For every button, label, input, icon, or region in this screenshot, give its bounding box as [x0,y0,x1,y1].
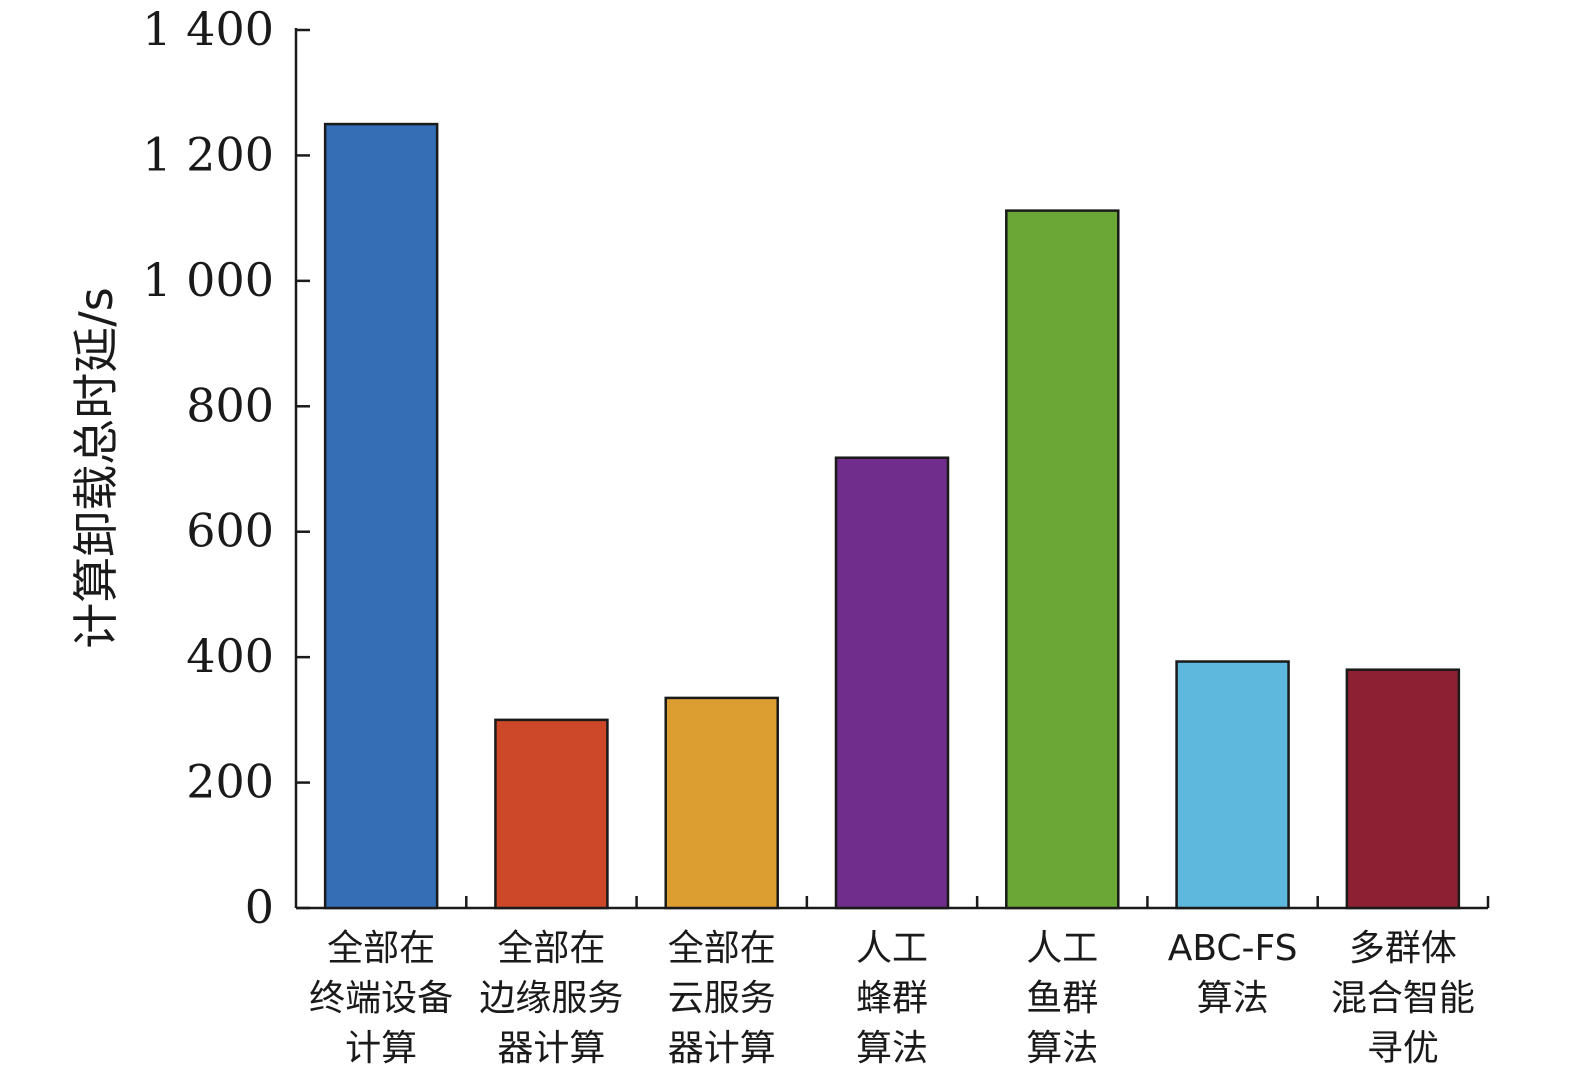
y-tick-label: 0 [245,880,274,934]
y-tick-label: 1 000 [142,253,274,307]
y-tick-label: 600 [186,504,274,558]
category-label: 边缘服务 [479,978,623,1019]
bar-1 [494,718,609,910]
category-label: 算法 [1026,1028,1098,1069]
category-label: 云服务 [668,978,776,1019]
category-label: 全部在 [668,928,776,969]
category-label: 全部在 [327,928,435,969]
y-tick-label: 1 400 [142,2,274,56]
category-label: 混合智能 [1331,978,1475,1019]
category-label: 全部在 [497,928,605,969]
y-axis-title: 计算卸载总时延/s [69,287,123,648]
category-label: 器计算 [497,1028,605,1069]
category-label: 器计算 [668,1028,776,1069]
y-tick-label: 800 [186,378,274,432]
category-label: 人工 [1026,928,1098,969]
bar-4 [1005,209,1120,910]
category-label: ABC-FS [1168,928,1298,969]
y-tick-label: 1 200 [142,127,274,181]
y-axis: 0 200 400 600 800 1 000 1 200 1 400 [142,2,310,934]
y-tick-label: 200 [186,755,274,809]
bar-2 [664,696,779,910]
category-label: 算法 [1197,978,1269,1019]
category-label: 寻优 [1367,1028,1439,1069]
bar-5 [1175,660,1290,910]
bar-3 [834,456,950,910]
category-label: 计算 [345,1028,417,1069]
y-tick-label: 400 [186,629,274,683]
category-label: 鱼群 [1026,978,1098,1019]
category-label: 人工 [856,928,928,969]
category-label: 蜂群 [856,978,928,1019]
category-label: 算法 [856,1028,928,1069]
category-label: 多群体 [1349,928,1457,969]
bars-group [323,122,1461,910]
bar-0 [323,122,439,910]
category-label: 终端设备 [309,978,453,1019]
bar-6 [1345,668,1461,910]
category-labels: 全部在终端设备计算全部在边缘服务器计算全部在云服务器计算人工蜂群算法人工鱼群算法… [309,928,1475,1069]
